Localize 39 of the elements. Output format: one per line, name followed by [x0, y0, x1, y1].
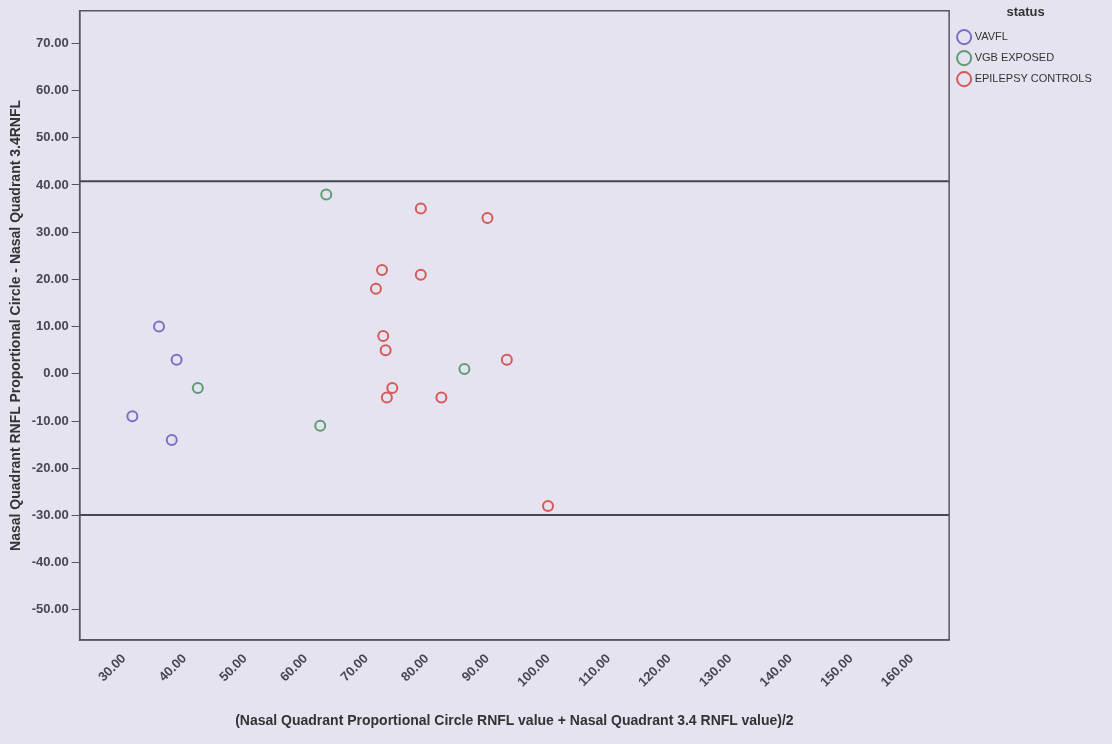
y-tick-label: 40.00: [36, 176, 69, 192]
y-tick-label: 50.00: [36, 129, 69, 145]
point: [414, 202, 427, 215]
point: [376, 263, 389, 276]
y-tick-label: 70.00: [36, 34, 69, 50]
legend-label: VGB EXPOSED: [974, 51, 1055, 64]
point: [165, 433, 178, 446]
point: [126, 410, 139, 423]
point: [379, 344, 392, 357]
point: [458, 363, 471, 376]
legend-label: EPILEPSY CONTROLS: [974, 72, 1092, 85]
point: [314, 419, 327, 432]
y-tick-label: -30.00: [31, 507, 69, 523]
point: [380, 391, 393, 404]
point: [435, 391, 448, 404]
point: [542, 499, 555, 512]
point: [377, 330, 390, 343]
x-axis-title: (Nasal Quadrant Proportional Circle RNFL value + Nasal Quadrant 3.4 RNFL value)/2: [235, 712, 794, 729]
point: [481, 212, 494, 225]
y-tick-label: -50.00: [31, 601, 69, 617]
y-axis-title: Nasal Quadrant RNFL Proportional Circle - Nasal Quadrant 3.4RNFL: [7, 99, 24, 551]
point: [153, 320, 166, 333]
legend-title: status: [1006, 4, 1045, 20]
point: [369, 282, 382, 295]
y-tick-label: -10.00: [31, 412, 69, 428]
point: [414, 268, 427, 281]
y-tick-label: 30.00: [36, 223, 69, 239]
y-tick-label: 0.00: [43, 365, 69, 381]
y-tick-label: 20.00: [36, 270, 69, 286]
legend-label: VAVFL: [974, 30, 1008, 43]
y-tick-label: 10.00: [36, 318, 69, 334]
y-tick-label: -20.00: [31, 459, 69, 475]
y-tick-label: -40.00: [31, 554, 69, 570]
point: [170, 353, 183, 366]
point: [191, 381, 204, 394]
y-tick-label: 60.00: [36, 82, 69, 98]
point: [320, 188, 333, 201]
point: [500, 353, 513, 366]
point: [386, 381, 399, 394]
